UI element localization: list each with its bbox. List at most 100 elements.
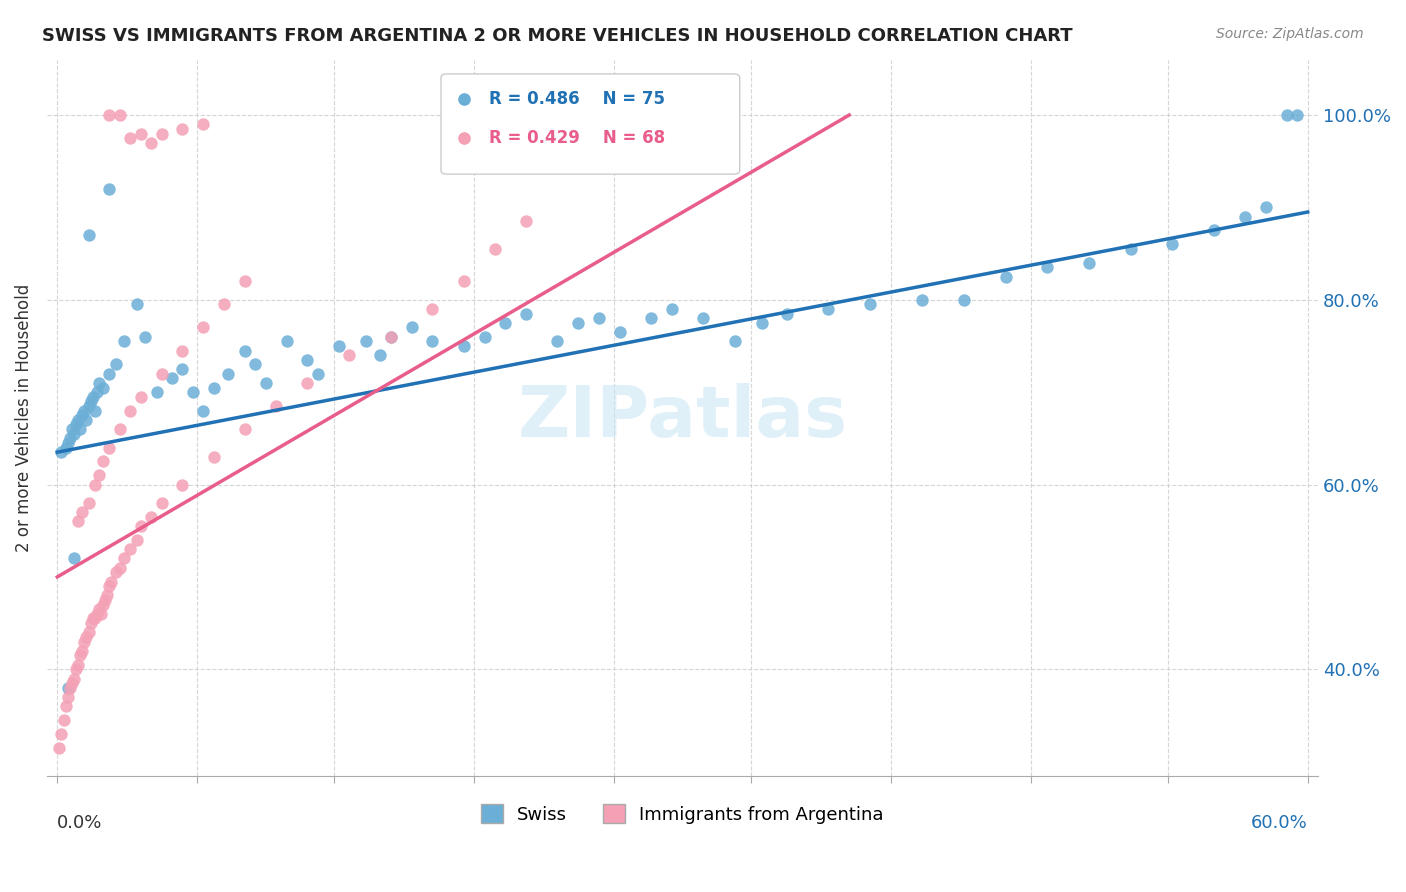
Point <box>69 648 91 663</box>
Point <box>76 413 98 427</box>
Point <box>172 343 194 358</box>
Point <box>63 672 86 686</box>
Point <box>129 127 152 141</box>
Point <box>264 399 287 413</box>
Point <box>73 403 96 417</box>
Point <box>1077 256 1099 270</box>
Point <box>181 385 204 400</box>
Point <box>859 297 882 311</box>
Point <box>87 376 110 390</box>
Point <box>60 422 83 436</box>
Point <box>65 662 87 676</box>
Point <box>254 376 277 390</box>
Point <box>87 602 110 616</box>
Point <box>77 625 100 640</box>
Point <box>91 454 114 468</box>
Point <box>90 607 112 621</box>
Point <box>370 348 392 362</box>
Point <box>100 574 122 589</box>
Point <box>474 329 496 343</box>
Point <box>112 334 135 349</box>
Point <box>401 320 423 334</box>
Point <box>94 593 117 607</box>
Text: SWISS VS IMMIGRANTS FROM ARGENTINA 2 OR MORE VEHICLES IN HOUSEHOLD CORRELATION C: SWISS VS IMMIGRANTS FROM ARGENTINA 2 OR … <box>42 27 1073 45</box>
Point <box>77 399 100 413</box>
Text: 0.0%: 0.0% <box>58 814 103 832</box>
Text: 60.0%: 60.0% <box>1251 814 1308 832</box>
Point <box>67 413 90 427</box>
Point <box>193 117 215 131</box>
Point <box>422 301 444 316</box>
Point <box>51 445 73 459</box>
Point <box>515 307 537 321</box>
Point <box>82 390 104 404</box>
Point <box>494 316 516 330</box>
Point <box>692 311 714 326</box>
Point <box>129 519 152 533</box>
Point <box>139 509 162 524</box>
Point <box>233 343 256 358</box>
Point <box>297 376 319 390</box>
Point <box>546 334 568 349</box>
Point <box>609 325 631 339</box>
Text: R = 0.429    N = 68: R = 0.429 N = 68 <box>489 129 665 147</box>
Point <box>817 301 839 316</box>
Text: R = 0.486    N = 75: R = 0.486 N = 75 <box>489 90 665 108</box>
Point <box>202 380 225 394</box>
Point <box>96 588 118 602</box>
Point <box>56 436 79 450</box>
Point <box>56 690 79 704</box>
Point <box>82 611 104 625</box>
Point <box>422 334 444 349</box>
Point <box>193 403 215 417</box>
Point <box>1254 201 1277 215</box>
Point <box>63 426 86 441</box>
Legend: Swiss, Immigrants from Argentina: Swiss, Immigrants from Argentina <box>474 797 891 831</box>
Y-axis label: 2 or more Vehicles in Household: 2 or more Vehicles in Household <box>15 284 32 551</box>
Point <box>484 242 506 256</box>
Point <box>104 566 127 580</box>
Point <box>150 367 173 381</box>
Point <box>125 297 148 311</box>
Point <box>245 358 267 372</box>
Point <box>129 390 152 404</box>
Point <box>83 611 105 625</box>
Point <box>380 329 402 343</box>
Point <box>98 367 121 381</box>
Point <box>337 348 360 362</box>
Point <box>108 422 131 436</box>
Point <box>751 316 773 330</box>
Point <box>91 598 114 612</box>
Point <box>723 334 745 349</box>
Point <box>640 311 662 326</box>
Point <box>77 228 100 243</box>
Point <box>72 409 94 423</box>
Point <box>120 542 142 557</box>
Point <box>202 450 225 464</box>
Point <box>55 699 77 714</box>
Point <box>212 297 235 311</box>
FancyBboxPatch shape <box>441 74 740 174</box>
Point <box>67 657 90 672</box>
Text: Source: ZipAtlas.com: Source: ZipAtlas.com <box>1216 27 1364 41</box>
Point <box>1286 108 1309 122</box>
Point <box>98 108 121 122</box>
Point <box>1202 223 1225 237</box>
Point <box>104 358 127 372</box>
Point <box>588 311 610 326</box>
Point <box>150 496 173 510</box>
Point <box>51 727 73 741</box>
Point <box>63 551 86 566</box>
Point <box>1275 108 1298 122</box>
Point <box>276 334 298 349</box>
Point <box>380 329 402 343</box>
Point <box>72 644 94 658</box>
Point <box>48 740 70 755</box>
Point <box>453 339 475 353</box>
Point <box>172 362 194 376</box>
Point <box>146 385 169 400</box>
Point <box>730 210 752 224</box>
Point <box>1119 242 1142 256</box>
Point <box>172 477 194 491</box>
Point <box>59 431 82 445</box>
